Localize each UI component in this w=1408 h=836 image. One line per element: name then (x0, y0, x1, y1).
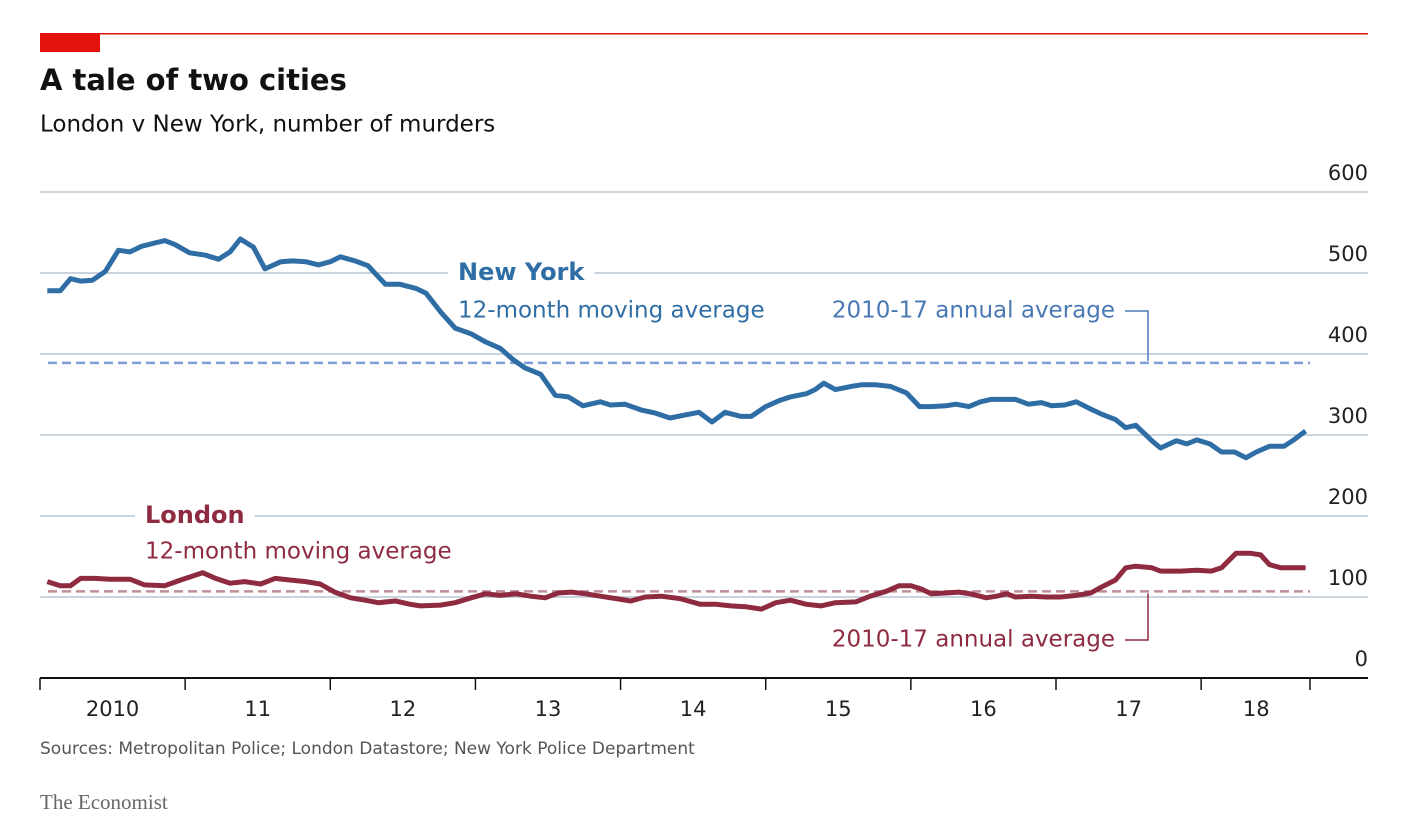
chart-subtitle: London v New York, number of murders (40, 112, 495, 138)
x-tick-label: 11 (244, 697, 271, 721)
series-note: 12-month moving average (145, 539, 452, 565)
series-note: 12-month moving average (458, 298, 765, 324)
x-tick-label: 2010 (86, 697, 139, 721)
chart-title: A tale of two cities (40, 63, 347, 97)
y-tick-label: 0 (1355, 647, 1368, 671)
label-bg (135, 500, 255, 532)
series-line (47, 236, 1308, 461)
x-tick-label: 17 (1115, 697, 1142, 721)
y-tick-label: 500 (1328, 242, 1368, 266)
x-tick-label: 12 (389, 697, 416, 721)
x-tick-label: 13 (535, 697, 562, 721)
x-tick-label: 18 (1243, 697, 1270, 721)
series-name: London (145, 501, 245, 529)
brand: The Economist (40, 790, 168, 814)
series-name: New York (458, 258, 585, 286)
average-bracket (1125, 593, 1149, 641)
red-tag (40, 33, 100, 52)
average-label: 2010-17 annual average (832, 298, 1115, 324)
x-tick-label: 16 (970, 697, 997, 721)
y-tick-label: 200 (1328, 485, 1368, 509)
average-bracket (1125, 310, 1149, 361)
series-line (46, 550, 1306, 612)
y-tick-label: 400 (1328, 323, 1368, 347)
source: Sources: Metropolitan Police; London Dat… (40, 739, 695, 759)
y-tick-label: 100 (1328, 566, 1368, 590)
average-label: 2010-17 annual average (832, 627, 1115, 653)
top-rule (40, 33, 1368, 35)
y-tick-label: 600 (1328, 161, 1368, 185)
y-tick-label: 300 (1328, 404, 1368, 428)
x-tick-label: 14 (680, 697, 707, 721)
label-bg (448, 257, 595, 289)
x-tick-label: 15 (825, 697, 852, 721)
